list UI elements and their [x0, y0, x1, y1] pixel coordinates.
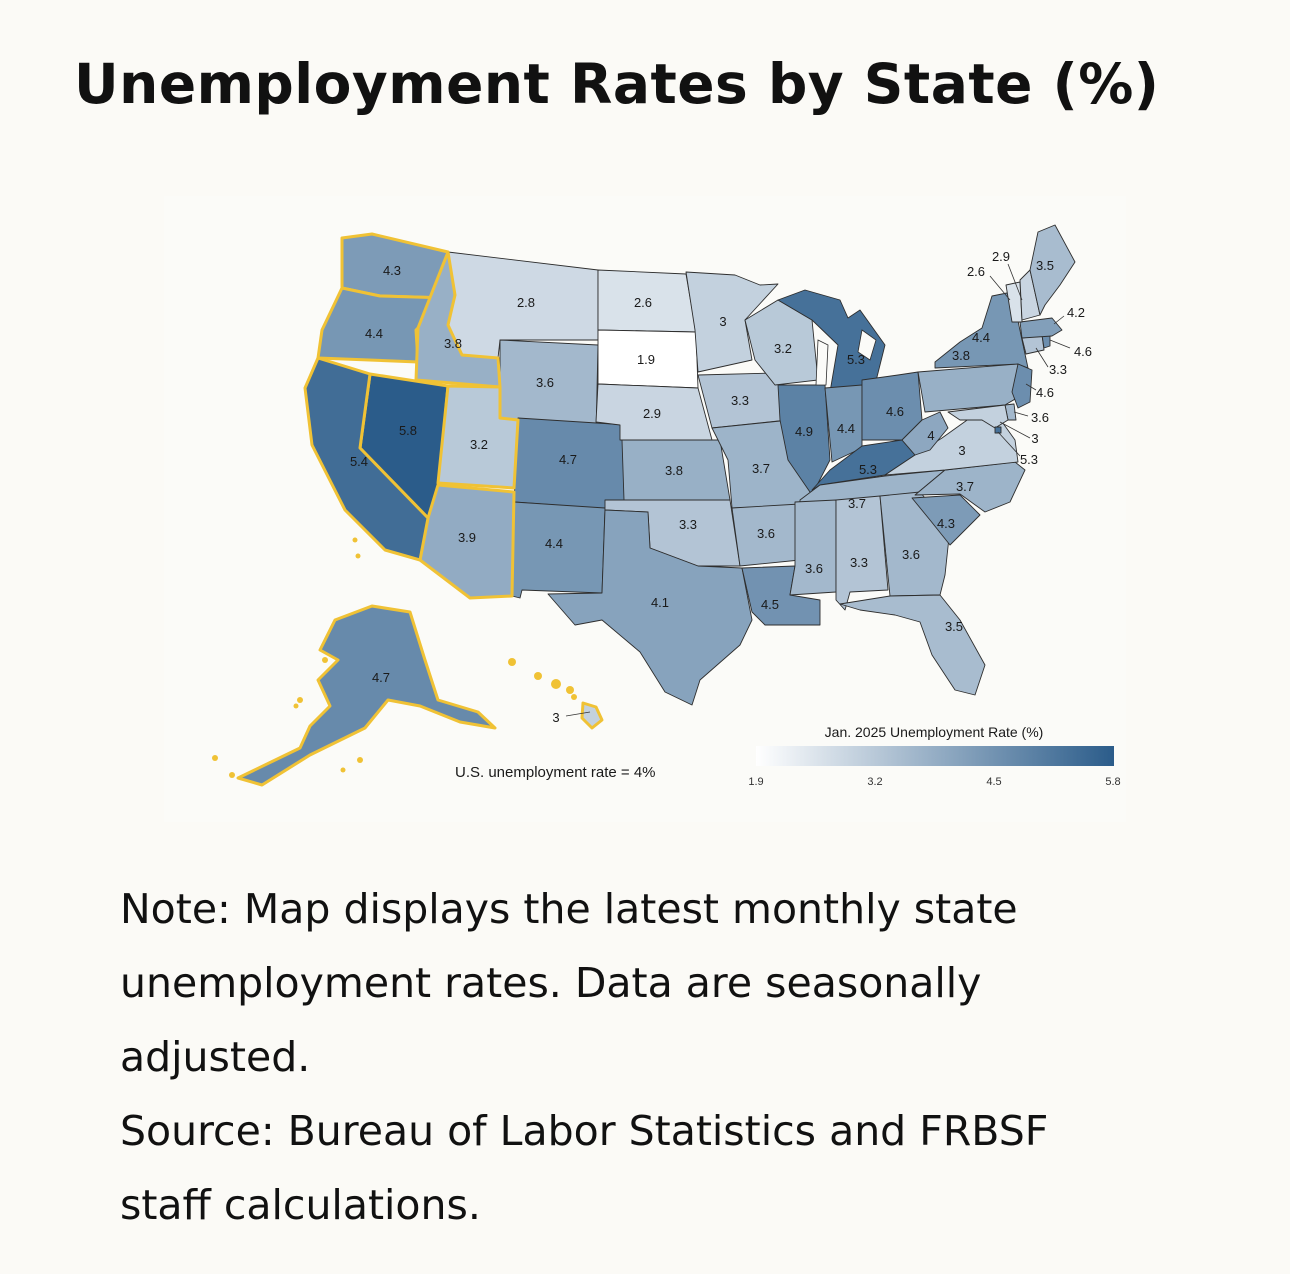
label-ca: 5.4	[350, 454, 368, 469]
label-ri: 4.6	[1074, 344, 1092, 359]
label-nm: 4.4	[545, 536, 563, 551]
label-tx: 4.1	[651, 595, 669, 610]
state-texas	[547, 509, 753, 706]
label-ak: 4.7	[372, 670, 390, 685]
label-or: 4.4	[365, 326, 383, 341]
state-alabama	[835, 495, 889, 611]
label-ct: 3.3	[1049, 362, 1067, 377]
legend-tick-0: 1.9	[748, 776, 763, 788]
state-massachusetts	[1019, 317, 1063, 339]
footnote: Note: Map displays the latest monthly st…	[120, 872, 1210, 1242]
state-south-carolina	[911, 494, 981, 546]
label-pa: 3.8	[952, 348, 970, 363]
label-mn: 3	[719, 314, 726, 329]
label-ks: 3.8	[665, 463, 683, 478]
choropleth-map: 4.3 4.4 5.4 3.8 5.8 3.2 3.9 4.7 3 2.8 3.…	[164, 196, 1126, 822]
label-ma: 4.2	[1067, 305, 1085, 320]
label-oh: 4.6	[886, 404, 904, 419]
label-nj: 4.6	[1036, 385, 1054, 400]
legend-tick-2: 4.5	[986, 776, 1001, 788]
label-ne: 2.9	[643, 406, 661, 421]
state-west-virginia	[901, 411, 949, 456]
state-new-jersey	[1011, 363, 1033, 409]
label-fl: 3.5	[945, 619, 963, 634]
label-nv: 5.8	[399, 423, 417, 438]
label-mi: 5.3	[847, 352, 865, 367]
label-me: 3.5	[1036, 258, 1054, 273]
label-dc: 5.3	[1020, 452, 1038, 467]
label-il: 4.9	[795, 424, 813, 439]
state-utah	[436, 384, 520, 490]
state-nebraska	[595, 383, 713, 441]
label-mt: 2.8	[517, 295, 535, 310]
state-pennsylvania	[917, 363, 1023, 413]
state-idaho	[414, 250, 502, 389]
label-ut: 3.2	[470, 437, 488, 452]
state-florida	[839, 594, 986, 696]
label-wa: 4.3	[383, 263, 401, 278]
island-chains	[212, 537, 577, 778]
label-al: 3.3	[850, 555, 868, 570]
label-tn: 3.7	[848, 496, 866, 511]
leader-lines	[565, 263, 1071, 717]
state-maine	[1029, 224, 1076, 316]
state-mississippi	[789, 499, 837, 596]
label-ms: 3.6	[805, 561, 823, 576]
label-az: 3.9	[458, 530, 476, 545]
note-line: adjusted.	[120, 1033, 311, 1081]
label-md: 3	[1031, 431, 1038, 446]
state-california	[303, 356, 430, 562]
label-wy: 3.6	[536, 375, 554, 390]
label-sc: 4.3	[937, 516, 955, 531]
color-legend: Jan. 2025 Unemployment Rate (%) 1.9 3.2 …	[748, 724, 1120, 788]
legend-tick-3: 5.8	[1105, 776, 1120, 788]
label-ia: 3.3	[731, 393, 749, 408]
us-rate-note: U.S. unemployment rate = 4%	[455, 764, 656, 781]
label-sd: 1.9	[637, 352, 655, 367]
label-de: 3.6	[1031, 410, 1049, 425]
label-wi: 3.2	[774, 341, 792, 356]
label-nh: 2.9	[992, 249, 1010, 264]
label-nd: 2.6	[634, 295, 652, 310]
label-ga: 3.6	[902, 547, 920, 562]
label-mo: 3.7	[752, 461, 770, 476]
label-vt: 2.6	[967, 264, 985, 279]
label-la: 4.5	[761, 597, 779, 612]
label-ok: 3.3	[679, 517, 697, 532]
label-in: 4.4	[837, 421, 855, 436]
source-line: staff calculations.	[120, 1181, 481, 1229]
state-hawaii	[580, 701, 604, 730]
state-dc	[994, 426, 1002, 434]
label-ky: 5.3	[859, 462, 877, 477]
note-line: unemployment rates. Data are seasonally	[120, 959, 982, 1007]
label-va: 3	[958, 443, 965, 458]
label-id: 3.8	[444, 336, 462, 351]
great-lakes	[815, 329, 877, 386]
state-michigan	[777, 289, 886, 393]
label-ny: 4.4	[972, 330, 990, 345]
legend-tick-1: 3.2	[867, 776, 882, 788]
label-hi: 3	[552, 710, 559, 725]
label-ar: 3.6	[757, 526, 775, 541]
label-wv: 4	[927, 428, 934, 443]
state-alaska	[236, 604, 497, 787]
note-line: Note: Map displays the latest monthly st…	[120, 885, 1018, 933]
label-nc: 3.7	[956, 479, 974, 494]
legend-title: Jan. 2025 Unemployment Rate (%)	[825, 724, 1044, 740]
page-title: Unemployment Rates by State (%)	[74, 52, 1160, 116]
label-co: 4.7	[559, 452, 577, 467]
legend-gradient-bar	[756, 746, 1114, 766]
source-line: Source: Bureau of Labor Statistics and F…	[120, 1107, 1049, 1155]
